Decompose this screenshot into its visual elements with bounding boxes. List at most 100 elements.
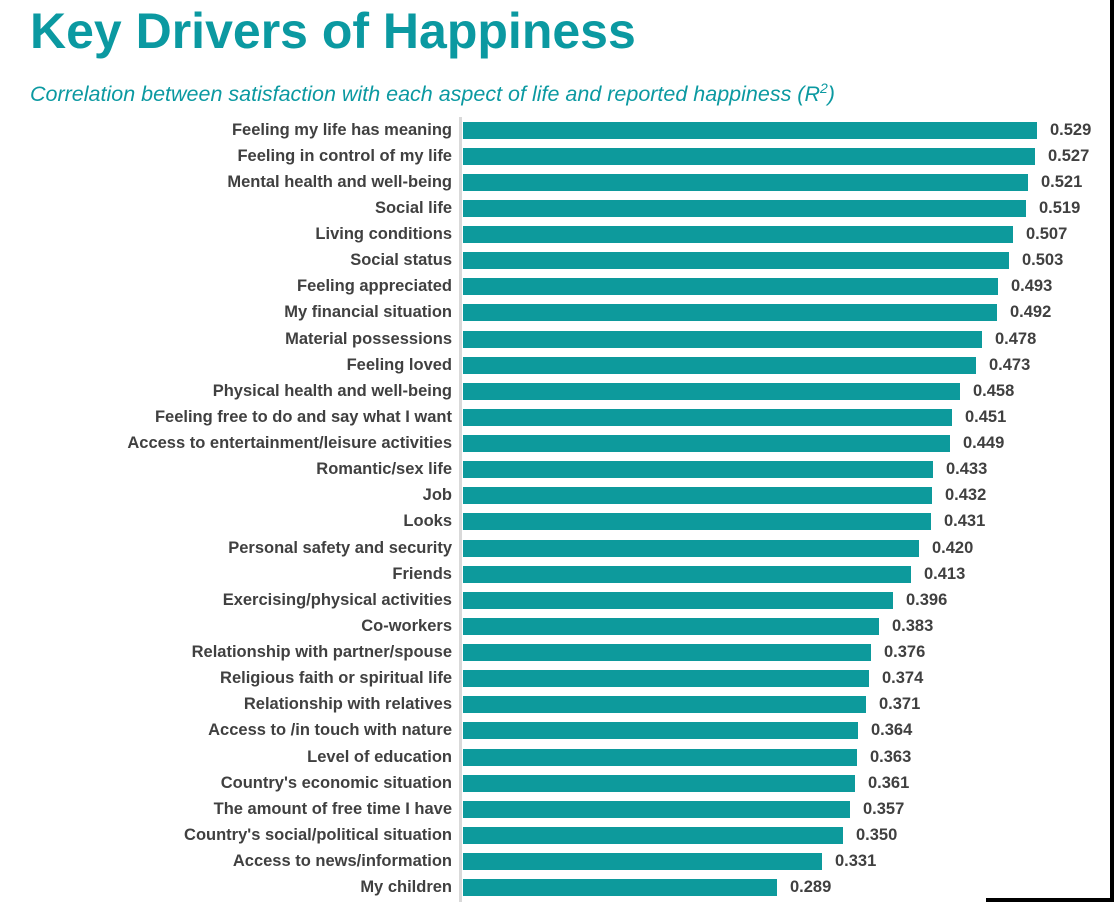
value-label: 0.357 — [863, 799, 905, 818]
bar — [463, 644, 871, 662]
value-label: 0.492 — [1010, 303, 1052, 322]
value-label: 0.458 — [973, 381, 1015, 400]
bar-row: Job 0.432 — [0, 483, 1114, 509]
value-label: 0.529 — [1050, 120, 1092, 139]
bar — [463, 147, 1035, 165]
bar-area: 0.529 — [463, 121, 1091, 140]
value-label: 0.449 — [963, 434, 1005, 453]
bar-area: 0.350 — [463, 826, 897, 845]
value-label: 0.420 — [932, 538, 974, 557]
subtitle-text: Correlation between satisfaction with ea… — [30, 82, 820, 107]
category-label: Level of education — [307, 747, 452, 766]
bar-row: Friends 0.413 — [0, 561, 1114, 587]
bar-row: Country's social/political situation 0.3… — [0, 822, 1114, 848]
subtitle-close-paren: ) — [827, 82, 835, 107]
category-label: Exercising/physical activities — [222, 590, 452, 609]
bar-area: 0.493 — [463, 277, 1052, 296]
bar-area: 0.413 — [463, 565, 965, 584]
category-label: My financial situation — [284, 303, 452, 322]
subtitle-superscript: 2 — [819, 80, 828, 96]
page-title: Key Drivers of Happiness — [30, 3, 636, 59]
category-label: Access to /in touch with nature — [208, 721, 452, 740]
bar-area: 0.521 — [463, 173, 1082, 192]
bar-area: 0.376 — [463, 643, 925, 662]
bar — [463, 513, 931, 531]
category-label: Friends — [392, 564, 452, 583]
value-label: 0.527 — [1048, 146, 1090, 165]
value-label: 0.374 — [882, 669, 924, 688]
bar — [463, 617, 879, 635]
category-label: Country's social/political situation — [184, 825, 452, 844]
value-label: 0.364 — [871, 721, 913, 740]
category-label: My children — [360, 878, 452, 897]
category-label: Access to entertainment/leisure activiti… — [127, 434, 452, 453]
bar — [463, 278, 998, 296]
bar-row: Access to /in touch with nature 0.364 — [0, 718, 1114, 744]
bar-row: Level of education 0.363 — [0, 744, 1114, 770]
value-label: 0.478 — [995, 329, 1037, 348]
category-label: Material possessions — [285, 329, 452, 348]
value-label: 0.521 — [1041, 172, 1083, 191]
y-axis-line — [459, 117, 462, 902]
bar-row: The amount of free time I have 0.357 — [0, 796, 1114, 822]
category-label: Romantic/sex life — [316, 460, 452, 479]
category-label: Access to news/information — [232, 852, 452, 871]
bar — [463, 539, 919, 557]
value-label: 0.371 — [879, 695, 921, 714]
bar-row: Relationship with relatives 0.371 — [0, 692, 1114, 718]
bar-row: Relationship with partner/spouse 0.376 — [0, 640, 1114, 666]
category-label: Feeling loved — [346, 355, 452, 374]
bar-area: 0.433 — [463, 460, 987, 479]
bar-area: 0.492 — [463, 303, 1051, 322]
value-label: 0.383 — [892, 616, 934, 635]
bar — [463, 356, 976, 374]
bar-row: Access to entertainment/leisure activiti… — [0, 431, 1114, 457]
bar-area: 0.431 — [463, 512, 985, 531]
bar-area: 0.478 — [463, 330, 1036, 349]
value-label: 0.507 — [1026, 225, 1068, 244]
bar-chart: Feeling my life has meaning 0.529 Feelin… — [0, 117, 1114, 902]
bar — [463, 408, 952, 426]
value-label: 0.350 — [856, 825, 898, 844]
value-label: 0.431 — [944, 512, 986, 531]
bar — [463, 252, 1009, 270]
value-label: 0.451 — [965, 407, 1007, 426]
bar-row: Living conditions 0.507 — [0, 222, 1114, 248]
category-label: Feeling my life has meaning — [231, 120, 452, 139]
value-label: 0.376 — [884, 643, 926, 662]
bar-row: Religious faith or spiritual life 0.374 — [0, 666, 1114, 692]
category-label: Feeling appreciated — [297, 277, 452, 296]
bar — [463, 853, 822, 871]
bar-row: Feeling loved 0.473 — [0, 352, 1114, 378]
bar-area: 0.519 — [463, 199, 1080, 218]
bar-row: Country's economic situation 0.361 — [0, 770, 1114, 796]
value-label: 0.493 — [1011, 277, 1053, 296]
category-label: Religious faith or spiritual life — [220, 669, 452, 688]
bar-area: 0.289 — [463, 878, 831, 897]
bar — [463, 382, 960, 400]
bar — [463, 461, 933, 479]
category-label: Social life — [374, 198, 452, 217]
bar-area: 0.420 — [463, 539, 973, 558]
bar — [463, 304, 997, 322]
bar — [463, 826, 843, 844]
bar-row: My financial situation 0.492 — [0, 300, 1114, 326]
category-label: Mental health and well-being — [227, 172, 452, 191]
value-label: 0.413 — [924, 564, 966, 583]
category-label: Feeling in control of my life — [237, 146, 452, 165]
bar-row: Feeling in control of my life 0.527 — [0, 143, 1114, 169]
bar-area: 0.371 — [463, 695, 920, 714]
value-label: 0.363 — [870, 747, 912, 766]
bar-row: My children 0.289 — [0, 875, 1114, 901]
bar-row: Material possessions 0.478 — [0, 326, 1114, 352]
value-label: 0.503 — [1022, 251, 1064, 270]
bar-row: Social life 0.519 — [0, 195, 1114, 221]
bar — [463, 800, 850, 818]
value-label: 0.433 — [946, 460, 988, 479]
bar — [463, 565, 911, 583]
bar-area: 0.507 — [463, 225, 1067, 244]
category-label: Social status — [350, 251, 452, 270]
bar-row: Access to news/information 0.331 — [0, 849, 1114, 875]
value-label: 0.361 — [868, 773, 910, 792]
bar — [463, 121, 1037, 139]
